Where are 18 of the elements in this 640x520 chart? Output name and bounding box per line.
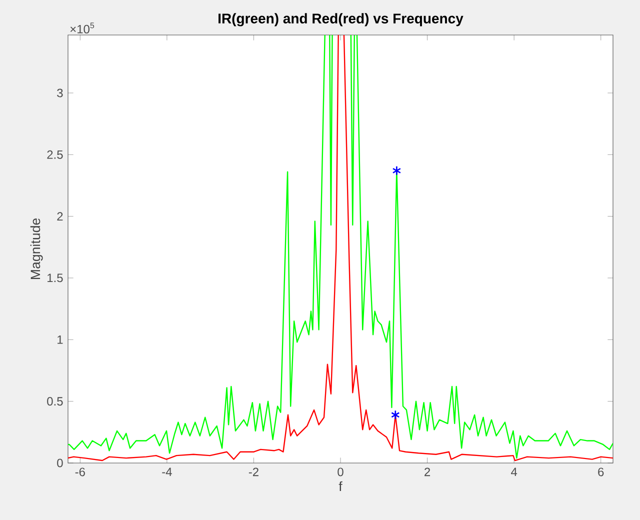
y-tick-label: 3 [57,88,63,98]
x-tick-label: -2 [248,468,258,476]
y-tick-label: 1.5 [48,274,63,282]
chart-title: IR(green) and Red(red) vs Frequency [218,13,464,26]
y-tick-label: 2 [57,212,63,220]
x-tick-label: 0 [338,468,344,476]
y-tick-label: 0.5 [47,397,63,406]
y-tick-label: 1 [58,336,63,344]
x-tick-label: 2 [424,468,430,476]
x-tick-label: -4 [162,468,172,476]
x-tick-label: 4 [511,468,518,476]
x-tick-label: 6 [598,468,604,476]
y-tick-label: 2.5 [47,150,63,159]
y-axis-title: Magnitude [30,218,43,280]
y-tick-label: 0 [57,458,63,468]
x-tick-label: -6 [75,468,85,476]
x-axis-title: f [338,481,342,491]
text: ×10$^{5}$ [70,22,94,34]
